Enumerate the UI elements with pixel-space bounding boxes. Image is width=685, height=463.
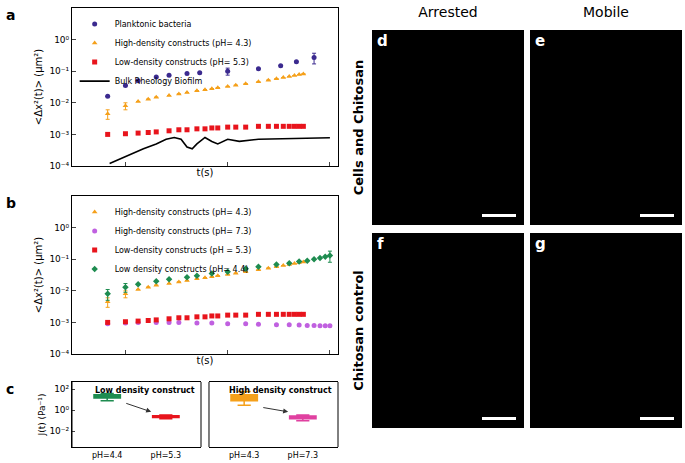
svg-text:10⁻³: 10⁻³ [49, 318, 69, 328]
svg-text:Low-density constructs (pH= 5.: Low-density constructs (pH= 5.3) [115, 58, 249, 67]
svg-text:c: c [6, 381, 14, 397]
svg-text:Planktonic bacteria: Planktonic bacteria [115, 20, 192, 29]
svg-text:t(s): t(s) [197, 355, 214, 366]
html-text:Chitosan control: Chitosan control [350, 269, 366, 391]
svg-text:<Δx²(t)> (μm²): <Δx²(t)> (μm²) [33, 49, 44, 125]
svg-text:10⁻²: 10⁻² [49, 426, 69, 436]
svg-text:10⁰: 10⁰ [54, 405, 69, 415]
svg-text:10⁻²: 10⁻² [49, 286, 69, 296]
html-text:Arrested: Arrested [418, 4, 478, 20]
svg-text:10²: 10² [54, 384, 69, 394]
svg-text:High-density constructs (pH= 4: High-density constructs (pH= 4.3) [115, 39, 252, 48]
html-text:g: g [535, 235, 546, 253]
svg-text:pH=7.3: pH=7.3 [288, 451, 319, 460]
svg-text:<Δx²(t)> (μm²): <Δx²(t)> (μm²) [33, 237, 44, 313]
svg-text:10⁻¹: 10⁻¹ [49, 66, 69, 76]
svg-text:pH=4.4: pH=4.4 [92, 451, 123, 460]
svg-text:High density construct: High density construct [229, 386, 332, 395]
svg-text:10⁰: 10⁰ [54, 223, 69, 233]
svg-text:J(t) (Pa⁻¹): J(t) (Pa⁻¹) [37, 394, 47, 437]
svg-text:pH=4.3: pH=4.3 [229, 451, 260, 460]
svg-text:10⁻²: 10⁻² [49, 98, 69, 108]
svg-text:a: a [6, 7, 15, 23]
svg-text:Low density construct: Low density construct [95, 386, 195, 395]
svg-text:10⁻⁴: 10⁻⁴ [49, 349, 69, 359]
html-text:Cells and Chitosan: Cells and Chitosan [350, 59, 366, 195]
svg-text:t(s): t(s) [197, 167, 214, 178]
svg-text:High-density constructs (pH= 4: High-density constructs (pH= 4.3) [115, 208, 252, 217]
svg-text:10⁻⁴: 10⁻⁴ [49, 161, 69, 171]
svg-text:Low density constructs (pH= 4.: Low density constructs (pH= 4.4) [115, 265, 249, 274]
svg-text:High-density constructs (pH= 7: High-density constructs (pH= 7.3) [115, 227, 252, 236]
svg-text:Low-density constructs (pH = 5: Low-density constructs (pH = 5.3) [115, 246, 252, 255]
svg-text:Bulk Rheology Biofilm: Bulk Rheology Biofilm [115, 77, 203, 86]
svg-text:10⁻¹: 10⁻¹ [49, 254, 69, 264]
html-text:d: d [377, 32, 388, 50]
html-text:f: f [377, 235, 384, 253]
svg-text:10⁻³: 10⁻³ [49, 130, 69, 140]
html-text:Mobile: Mobile [583, 4, 629, 20]
html-text:e: e [535, 32, 546, 50]
svg-text:b: b [6, 195, 16, 211]
svg-text:pH=5.3: pH=5.3 [151, 451, 182, 460]
svg-text:10⁰: 10⁰ [54, 35, 69, 45]
